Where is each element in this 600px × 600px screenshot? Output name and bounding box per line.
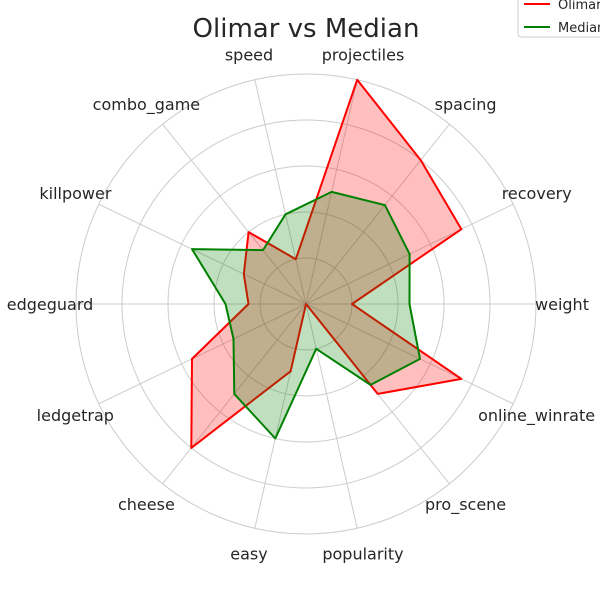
axis-spoke-combo_game bbox=[162, 123, 307, 305]
axis-spoke-killpower bbox=[98, 203, 307, 305]
axis-label-speed: speed bbox=[225, 45, 273, 64]
axis-spoke-popularity bbox=[305, 303, 358, 529]
axis-label-easy: easy bbox=[230, 545, 267, 564]
axis-label-killpower: killpower bbox=[39, 184, 111, 203]
axis-label-popularity: popularity bbox=[322, 545, 403, 564]
olimar-line bbox=[190, 78, 463, 449]
median-line bbox=[191, 190, 421, 440]
axis-label-pro_scene: pro_scene bbox=[425, 495, 506, 515]
legend-label-median: Median bbox=[558, 21, 600, 36]
axis-spoke-spacing bbox=[305, 123, 450, 305]
legend-label-olimar: Olimar bbox=[558, 0, 600, 13]
axis-spoke-speed bbox=[254, 79, 307, 305]
axis-spoke-online_winrate bbox=[305, 303, 514, 405]
axis-spoke-ledgetrap bbox=[98, 303, 307, 405]
axis-label-spacing: spacing bbox=[435, 95, 497, 114]
axis-labels: projectiles spacing recovery weight online_w… bbox=[7, 45, 595, 563]
axis-label-ledgetrap: ledgetrap bbox=[37, 406, 114, 425]
radar-series bbox=[190, 78, 463, 449]
axis-label-online_winrate: online_winrate bbox=[478, 406, 595, 426]
axis-label-weight: weight bbox=[535, 295, 589, 314]
axis-label-edgeguard: edgeguard bbox=[7, 295, 94, 314]
median-area bbox=[192, 191, 420, 439]
axis-label-combo_game: combo_game bbox=[93, 95, 201, 115]
legend: Olimar Median bbox=[517, 0, 600, 38]
axis-label-cheese: cheese bbox=[118, 495, 175, 514]
olimar-area bbox=[191, 79, 462, 448]
axis-label-projectiles: projectiles bbox=[322, 45, 405, 64]
chart-title: Olimar vs Median bbox=[193, 14, 420, 44]
axis-label-recovery: recovery bbox=[502, 184, 572, 203]
